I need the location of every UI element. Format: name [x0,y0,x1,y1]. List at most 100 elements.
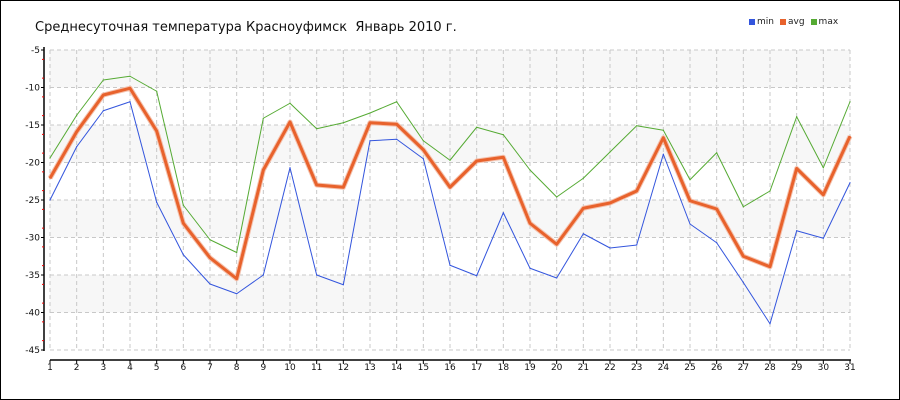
point-min [582,233,584,235]
point-max [102,79,104,81]
y-tick-label: -15 [25,121,40,131]
x-tick-label: 13 [364,363,375,373]
point-avg [636,190,638,192]
x-tick-label: 3 [100,363,106,373]
y-tick-label: -5 [31,46,40,56]
point-avg [209,257,211,259]
y-tick-label: -40 [25,309,40,319]
point-max [369,112,371,114]
point-avg [609,202,611,204]
point-avg [129,87,131,89]
point-max [849,101,851,103]
point-max [422,140,424,142]
point-avg [49,177,51,179]
x-tick-label: 25 [684,363,695,373]
point-avg [689,200,691,202]
point-max [636,125,638,127]
point-min [476,275,478,277]
point-avg [502,156,504,158]
point-avg [422,149,424,151]
point-min [369,140,371,142]
point-avg [582,207,584,209]
point-max [156,90,158,92]
point-min [422,158,424,160]
x-tick-label: 26 [711,363,723,373]
x-tick-label: 14 [391,363,403,373]
point-max [182,204,184,206]
y-tick-label: -10 [25,84,40,94]
x-tick-label: 6 [180,363,186,373]
point-avg [102,94,104,96]
point-avg [182,222,184,224]
point-min [529,267,531,269]
point-min [262,274,264,276]
x-tick-label: 20 [551,363,563,373]
point-max [316,128,318,130]
point-max [396,101,398,103]
point-max [556,196,558,198]
y-tick-label: -25 [25,196,40,206]
point-min [609,247,611,249]
point-min [76,146,78,148]
point-max [609,151,611,153]
point-avg [796,167,798,170]
point-min [342,284,344,286]
point-avg [369,122,371,124]
point-min [796,230,798,232]
x-tick-label: 24 [658,363,670,373]
point-avg [342,186,344,188]
x-tick-label: 18 [498,363,510,373]
point-min [636,244,638,246]
x-tick-label: 16 [444,363,456,373]
x-tick-label: 4 [127,363,133,373]
grid-band [50,275,850,313]
point-min [716,242,718,244]
x-tick-label: 7 [207,363,213,373]
point-max [76,114,78,116]
x-tick-label: 19 [524,363,536,373]
x-tick-label: 9 [260,363,266,373]
y-tick-label: -35 [25,271,40,281]
chart-title: Среднесуточная температура Красноуфимск … [35,20,457,35]
legend-item-min: min [749,17,774,27]
point-avg [289,121,291,123]
point-max [449,159,451,161]
point-avg [742,255,744,257]
x-tick-label: 30 [818,363,830,373]
x-tick-label: 31 [844,363,855,373]
point-max [662,129,664,131]
point-max [476,126,478,128]
x-tick-label: 5 [154,363,160,373]
point-max [289,102,291,104]
x-tick-label: 23 [631,363,642,373]
point-min [502,212,504,214]
point-min [316,274,318,276]
x-tick-label: 1 [47,363,53,373]
point-min [689,223,691,225]
x-tick-label: 21 [578,363,589,373]
legend-label-min: min [757,17,774,27]
x-tick-label: 29 [791,363,803,373]
point-max [742,206,744,208]
point-min [129,101,131,103]
x-tick-label: 17 [471,363,482,373]
x-tick-label: 28 [764,363,776,373]
point-min [209,283,211,285]
point-max [502,134,504,136]
point-avg [316,184,318,186]
point-avg [156,130,158,132]
x-tick-label: 11 [311,363,322,373]
point-max [529,169,531,171]
point-min [289,167,291,169]
point-max [716,152,718,154]
x-tick-label: 10 [284,363,296,373]
point-min [449,264,451,266]
point-avg [716,208,718,210]
point-max [822,167,824,169]
point-min [236,293,238,295]
point-max [236,251,238,254]
x-tick-label: 2 [74,363,80,373]
point-min [49,199,51,201]
point-max [49,157,51,159]
